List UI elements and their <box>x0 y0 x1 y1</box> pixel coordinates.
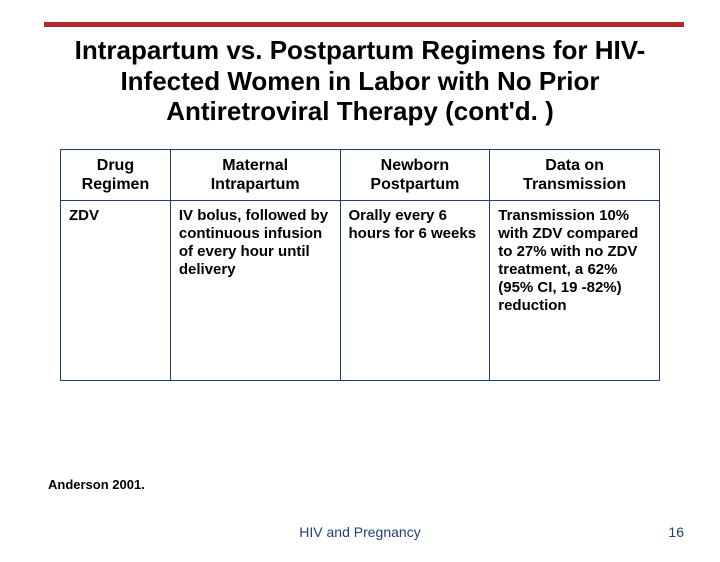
accent-rule <box>44 22 684 27</box>
cell-newborn: Orally every 6 hours for 6 weeks <box>340 201 490 381</box>
regimens-table: Drug Regimen Maternal Intrapartum Newbor… <box>60 149 660 381</box>
col-header-newborn: Newborn Postpartum <box>340 150 490 201</box>
table-header-row: Drug Regimen Maternal Intrapartum Newbor… <box>61 150 660 201</box>
page-title: Intrapartum vs. Postpartum Regimens for … <box>40 35 680 127</box>
footer-title: HIV and Pregnancy <box>0 524 720 540</box>
citation-text: Anderson 2001. <box>48 477 145 492</box>
page-number: 16 <box>668 524 684 540</box>
cell-drug: ZDV <box>61 201 171 381</box>
cell-data: Transmission 10% with ZDV compared to 27… <box>490 201 660 381</box>
col-header-maternal: Maternal Intrapartum <box>170 150 340 201</box>
table-row: ZDV IV bolus, followed by continuous inf… <box>61 201 660 381</box>
col-header-data: Data on Transmission <box>490 150 660 201</box>
col-header-drug: Drug Regimen <box>61 150 171 201</box>
cell-maternal: IV bolus, followed by continuous infusio… <box>170 201 340 381</box>
